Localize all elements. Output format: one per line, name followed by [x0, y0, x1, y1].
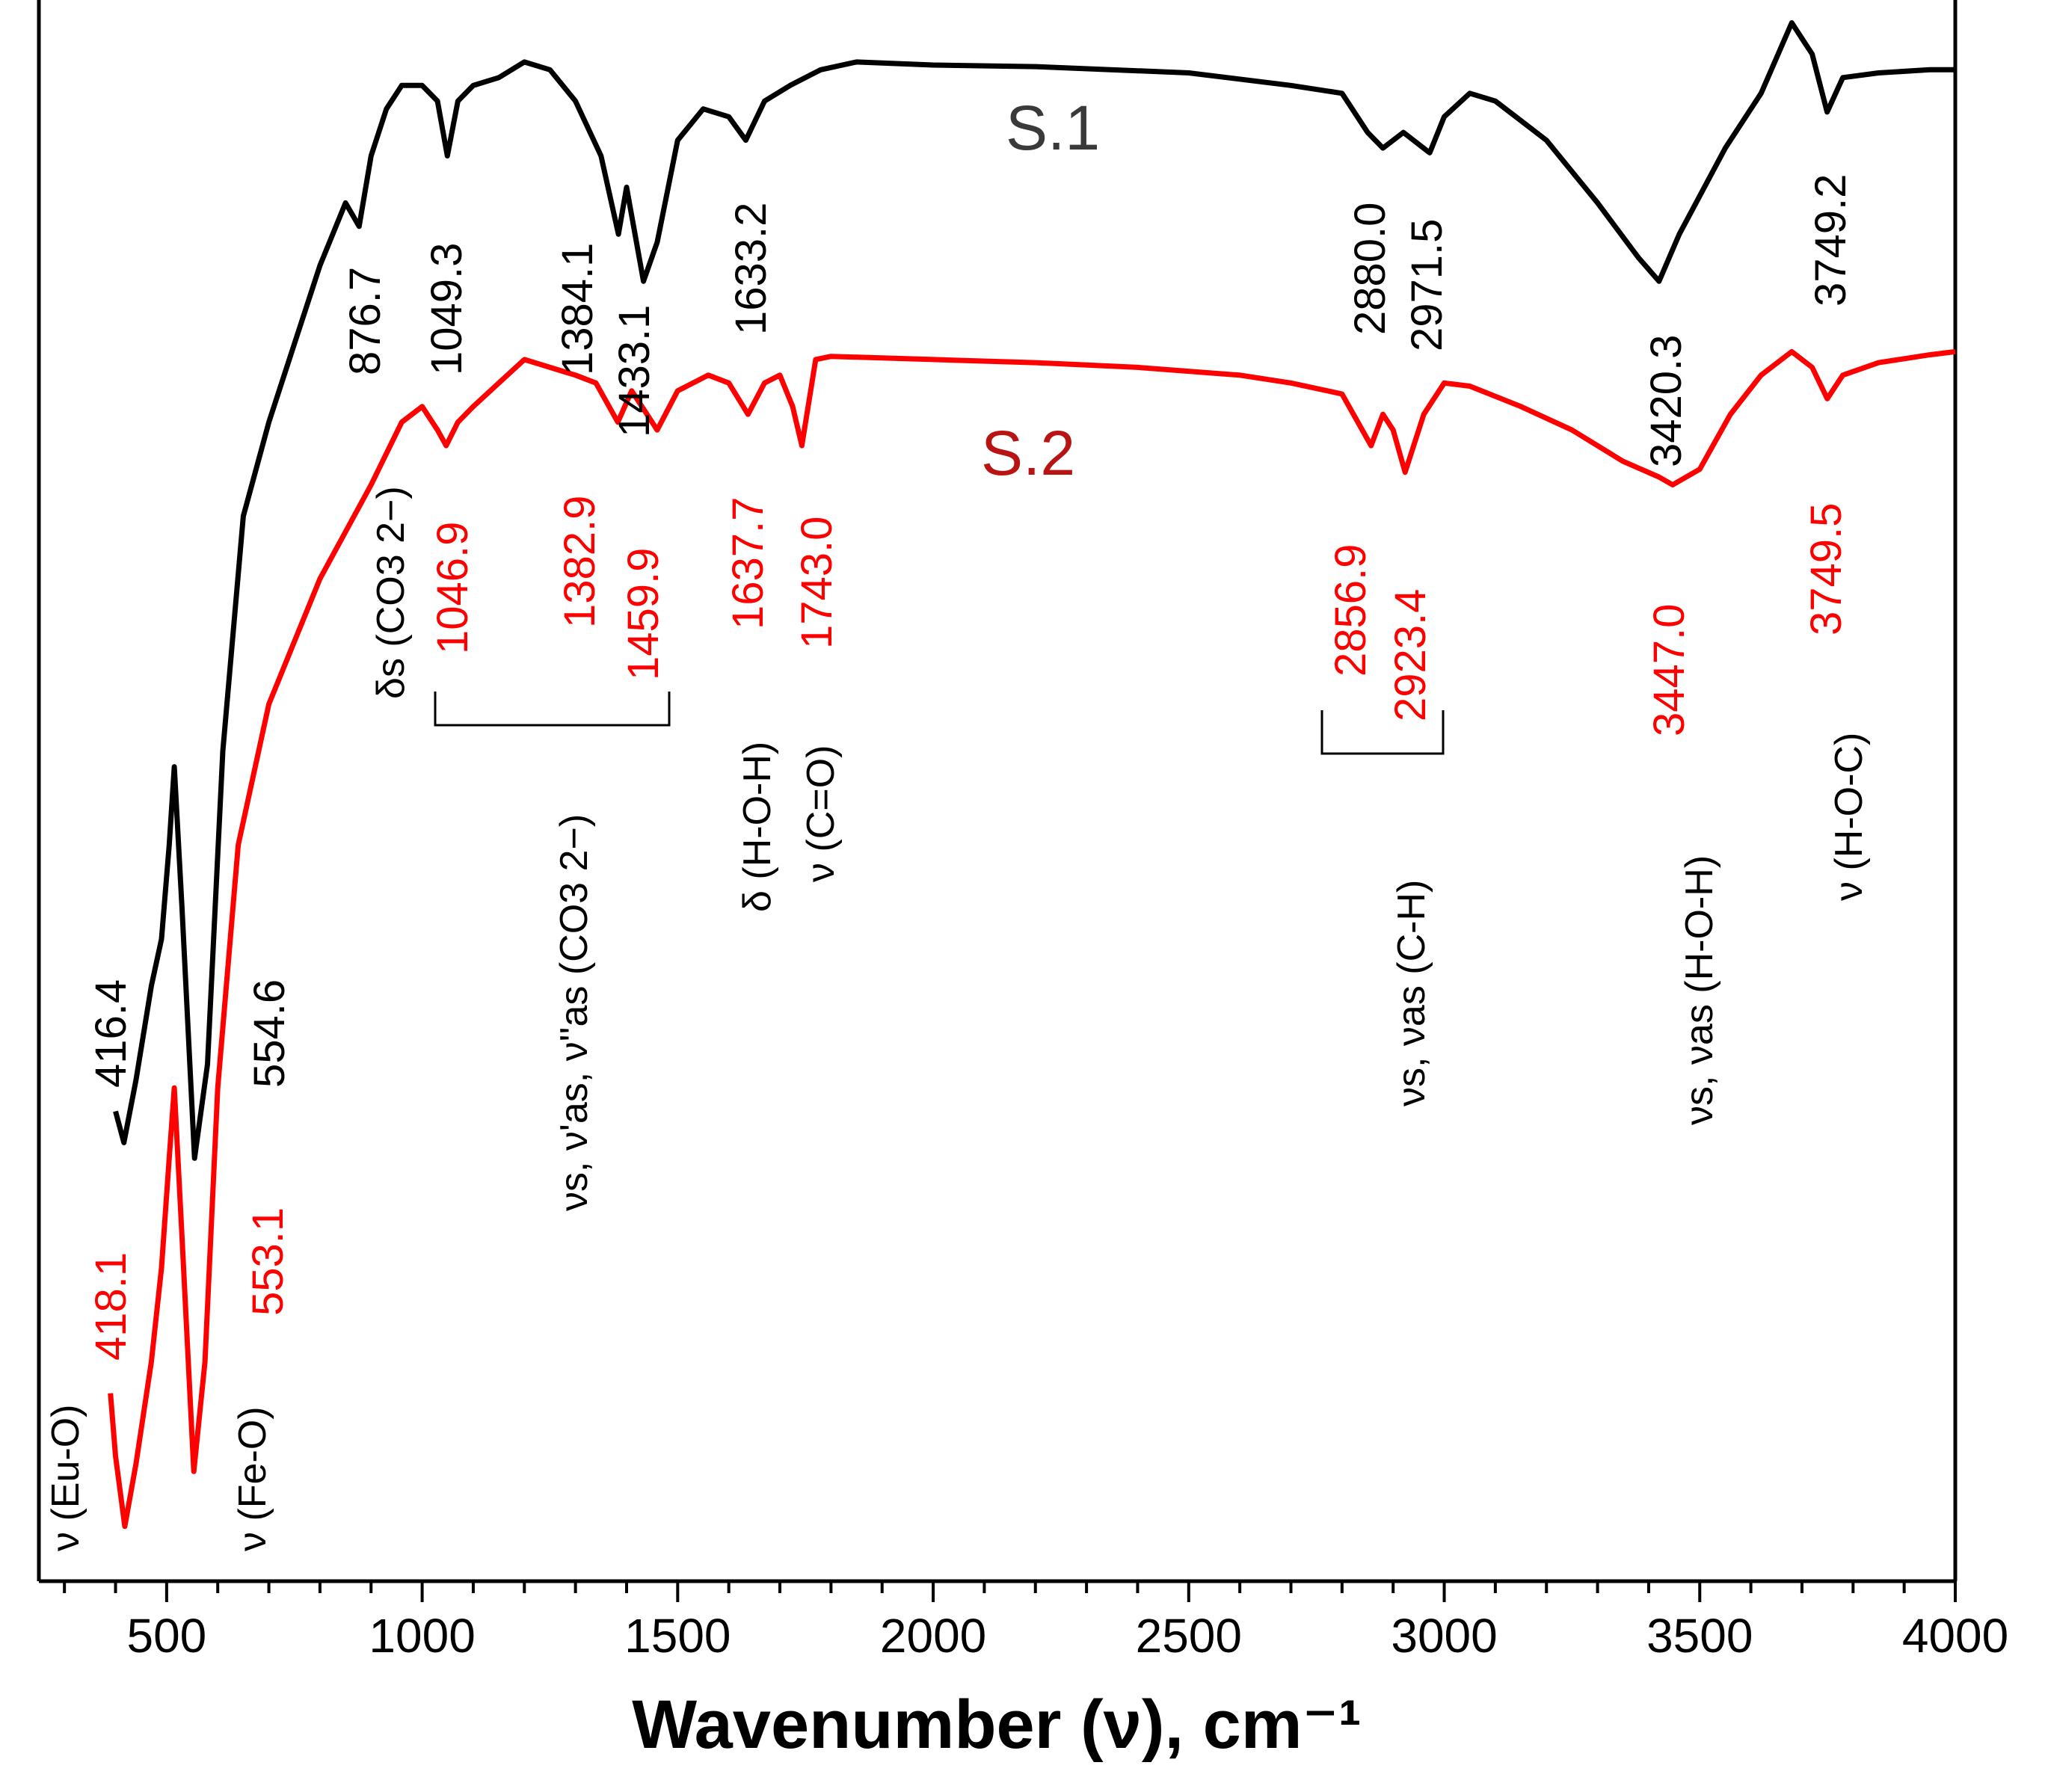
- x-tick-label: 2000: [880, 1609, 986, 1663]
- ch-bracket: [1320, 710, 1445, 755]
- carbonate-bracket: [434, 692, 671, 727]
- peak-label-s1-3749: 3749.2: [1806, 174, 1855, 307]
- peak-label-s2-418: 418.1: [87, 1252, 135, 1361]
- x-tick-label: 500: [126, 1609, 206, 1663]
- peak-label-s1-1633: 1633.2: [727, 203, 775, 335]
- peak-label-s2-2923: 2923.4: [1386, 589, 1435, 721]
- x-axis-title: Wavenumber (ν), cm⁻¹: [632, 1687, 1362, 1763]
- peak-label-s1-554: 554.6: [245, 979, 294, 1088]
- series-layer: [108, 20, 1956, 1530]
- peak-label-s2-553: 553.1: [244, 1207, 292, 1316]
- peak-label-s1-1049: 1049.3: [422, 243, 471, 375]
- peak-label-s2-2856: 2856.9: [1326, 544, 1375, 677]
- peak-label-s1-2971: 2971.5: [1403, 219, 1451, 351]
- assignment-co-stretch: ν (C=O): [799, 745, 843, 882]
- peak-label-s1-1433: 1433.1: [610, 305, 659, 437]
- peak-label-s2-3447: 3447.0: [1645, 604, 1694, 736]
- peak-label-s1-1384: 1384.1: [553, 243, 602, 375]
- assignment-hoh-bend: δ (H-O-H): [736, 742, 779, 912]
- assignment-hoh-stretch: νs, νas (H-O-H): [1678, 855, 1721, 1125]
- x-tick-label: 1500: [624, 1609, 731, 1663]
- x-tick-labels: 500 1000 1500 2000 2500 3000 3500 4000: [126, 1609, 2008, 1663]
- series-label-s1: S.1: [1006, 93, 1100, 163]
- peak-label-s2-1046: 1046.9: [428, 522, 477, 654]
- series-label-s2: S.2: [981, 418, 1075, 488]
- peak-label-s1-416: 416.4: [87, 979, 135, 1088]
- peak-label-s1-876: 876.7: [341, 267, 390, 375]
- series-line-s1: [113, 20, 1955, 1161]
- plot-frame: [37, 0, 1958, 1583]
- x-ticks: [63, 1581, 1957, 1602]
- assignment-brackets: [434, 692, 1445, 755]
- peak-label-s2-1637: 1637.7: [724, 497, 772, 629]
- x-tick-label: 3500: [1646, 1609, 1753, 1663]
- x-tick-label: 4000: [1902, 1609, 2008, 1663]
- x-tick-label: 2500: [1136, 1609, 1242, 1663]
- assignment-carbonate-stretch: νs, ν'as, ν''as (CO3 2−): [553, 814, 596, 1211]
- assignment-fe-o: ν (Fe-O): [231, 1406, 274, 1551]
- peak-label-s2-1743: 1743.0: [793, 517, 841, 649]
- assignment-carbonate-ds: δs (CO3 2−): [369, 486, 413, 699]
- peak-label-s2-1382: 1382.9: [556, 496, 604, 628]
- peak-label-s2-1459: 1459.9: [619, 548, 668, 680]
- assignment-ch-stretch: νs, νas (C-H): [1390, 880, 1433, 1106]
- x-tick-label: 3000: [1391, 1609, 1497, 1663]
- peak-label-s2-3749: 3749.5: [1802, 503, 1851, 635]
- assignment-hoc-stretch: ν (H-O-C): [1827, 733, 1871, 901]
- x-tick-label: 1000: [369, 1609, 475, 1663]
- assignment-eu-o: ν (Eu-O): [44, 1405, 87, 1551]
- text-labels: 416.4 554.6 876.7 1049.3 1384.1 1433.1 1…: [44, 93, 1871, 1763]
- peak-label-s1-2880: 2880.0: [1346, 203, 1394, 335]
- peak-label-s1-3420: 3420.3: [1642, 335, 1691, 467]
- series-line-s2: [108, 348, 1956, 1530]
